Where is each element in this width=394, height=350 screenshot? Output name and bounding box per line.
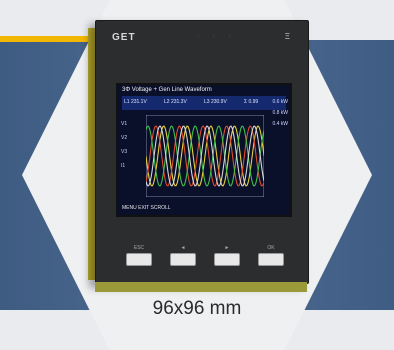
size-caption: 96x96 mm — [0, 298, 394, 320]
left-label: V1 — [121, 117, 127, 131]
waveform-plot — [146, 115, 264, 197]
screen-row: L3 230.9V — [204, 99, 227, 105]
meter-topbar: GET · · · Ξ — [102, 27, 302, 47]
screen-side-values: 0.6 kW 0.8 kW 0.4 kW — [272, 97, 288, 130]
meter-device: GET · · · Ξ 3Φ Voltage + Gen Line Wavefo… — [95, 20, 309, 284]
side-value: 0.8 kW — [272, 108, 288, 119]
meter-keys: ESC ◄ ► OK — [126, 253, 286, 269]
screen-title: 3Φ Voltage + Gen Line Waveform — [122, 87, 212, 93]
key-label: ◄ — [171, 245, 195, 251]
screen-row: L1 231.1V — [124, 99, 147, 105]
screen-row: L2 231.3V — [164, 99, 187, 105]
left-label: V3 — [121, 145, 127, 159]
side-value: 0.6 kW — [272, 97, 288, 108]
key-label: ► — [215, 245, 239, 251]
key-label: OK — [259, 245, 283, 251]
left-label: I1 — [121, 159, 127, 173]
side-value: 0.4 kW — [272, 119, 288, 130]
meter-indicators: · · · — [197, 34, 236, 40]
screen-left-labels: V1 V2 V3 I1 — [121, 117, 127, 173]
key-esc[interactable]: ESC — [126, 253, 152, 266]
meter-logo: GET — [112, 32, 136, 43]
key-ok[interactable]: OK — [258, 253, 284, 266]
meter-screen: 3Φ Voltage + Gen Line Waveform L1 231.1V… — [116, 83, 292, 217]
waveform-trace — [146, 126, 264, 186]
key-left[interactable]: ◄ — [170, 253, 196, 266]
meter-model: Ξ — [285, 32, 290, 41]
screen-row: Σ 0.99 — [244, 99, 258, 105]
key-label: ESC — [127, 245, 151, 251]
left-label: V2 — [121, 131, 127, 145]
key-right[interactable]: ► — [214, 253, 240, 266]
screen-value-rows: L1 231.1V L2 231.3V L3 230.9V Σ 0.99 — [122, 96, 286, 110]
screen-footer: MENU EXIT SCROLL — [122, 205, 171, 211]
meter-bottom-frame — [95, 282, 307, 292]
